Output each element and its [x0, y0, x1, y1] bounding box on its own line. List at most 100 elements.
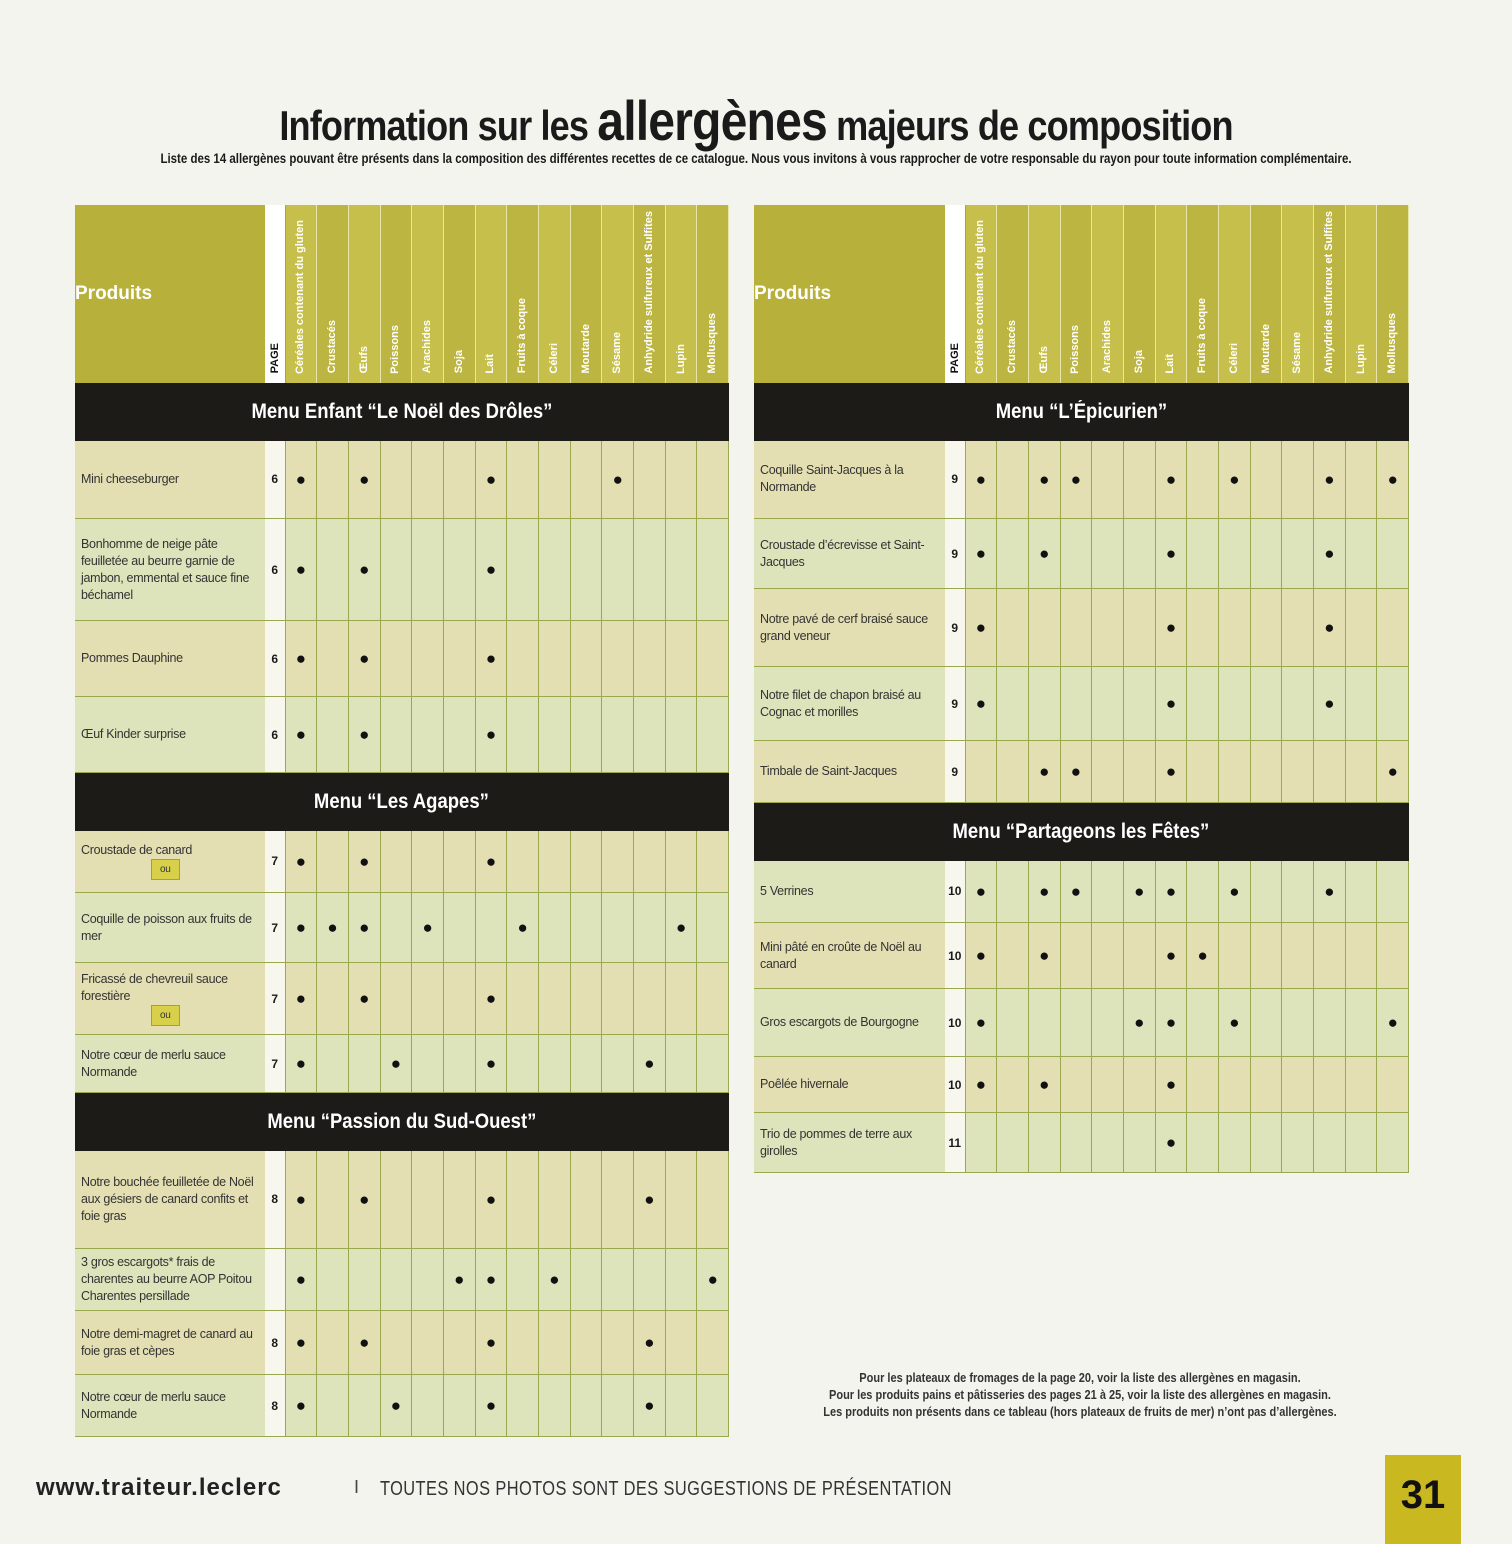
allergen-cell: [570, 518, 603, 622]
allergen-header: Soja: [443, 205, 476, 383]
allergen-dot: ●: [485, 1054, 497, 1074]
allergen-cell: [633, 962, 666, 1036]
product-row: Bonhomme de neige pâte feuilletée au beu…: [75, 518, 730, 622]
product-name: Mini pâté en croûte de Noël au canard: [754, 922, 945, 990]
allergen-dot: ●: [1070, 762, 1082, 782]
allergen-cell: [570, 620, 603, 698]
allergen-header: Anhydride sulfureux et Sulfites: [1313, 205, 1346, 383]
allergen-cell: ●: [1155, 922, 1188, 990]
allergen-header-label: Arachides: [421, 320, 434, 374]
allergen-cell: ●: [348, 962, 381, 1036]
allergen-table-right: Produits PAGE Céréales contenant du gluten…: [754, 205, 1410, 1174]
allergen-header-label: Moutarde: [579, 324, 592, 374]
allergen-cell: [633, 1248, 666, 1312]
product-name-text: Mini cheeseburger: [81, 471, 179, 486]
page-title: Information sur les allergènes majeurs d…: [106, 88, 1406, 153]
allergen-cell: [601, 696, 635, 774]
allergen-header-label: Poissons: [1069, 324, 1082, 374]
product-name: Bonhomme de neige pâte feuilletée au beu…: [75, 518, 265, 622]
product-page: 11: [945, 1112, 966, 1174]
allergen-cell: ●: [475, 1034, 508, 1094]
allergen-dot: ●: [1324, 544, 1335, 564]
allergen-cell: [633, 620, 666, 698]
allergen-cell: [665, 518, 698, 622]
allergen-cell: [1250, 1112, 1283, 1174]
allergen-cell: [1218, 1112, 1251, 1174]
allergen-cell: [570, 440, 603, 520]
header-row: Produits PAGE Céréales contenant du gluten…: [754, 205, 1410, 383]
product-page: [265, 1248, 286, 1312]
allergen-cell: ●: [475, 440, 508, 520]
footnote-line: Pour les produits pains et pâtisseries d…: [829, 1388, 1331, 1402]
product-name: Croustade de canard ou: [75, 830, 265, 894]
allergen-header-label: Arachides: [1101, 320, 1114, 374]
product-name-text: Notre pavé de cerf braisé sauce grand ve…: [760, 611, 928, 643]
allergen-cell: [538, 962, 571, 1036]
allergen-dot: ●: [1070, 469, 1082, 489]
allergen-header: Lait: [475, 205, 508, 383]
allergen-cell: [1123, 518, 1156, 590]
allergen-cell: ●: [1313, 860, 1346, 924]
allergen-cell: ●: [285, 892, 318, 964]
allergen-cell: [538, 620, 571, 698]
product-row: Notre cœur de merlu sauce Normande 7 ● ● ● ●: [75, 1034, 730, 1094]
allergen-header-label: Soja: [452, 350, 465, 374]
allergen-cell: [506, 1150, 539, 1250]
allergen-cell: ●: [348, 1150, 381, 1250]
allergen-cell: [665, 962, 698, 1036]
product-name-text: Coquille de poisson aux fruits de mer: [81, 911, 252, 943]
allergen-dot: ●: [644, 1333, 655, 1353]
allergen-cell: ●: [475, 1310, 508, 1376]
allergen-cell: [1186, 666, 1219, 742]
allergen-cell: ●: [965, 1056, 998, 1114]
allergen-dot: ●: [975, 881, 986, 901]
product-name-text: 5 Verrines: [760, 883, 814, 898]
allergen-dot: ●: [1387, 762, 1398, 782]
allergen-cell: [316, 1310, 349, 1376]
allergen-cell: ●: [1313, 588, 1346, 668]
allergen-dot: ●: [1134, 881, 1145, 901]
allergen-header: Lupin: [1345, 205, 1378, 383]
allergen-cell: [1123, 666, 1156, 742]
allergen-cell: ●: [601, 440, 635, 520]
menu-row: Menu Enfant “Le Noël des Drôles”: [75, 382, 729, 441]
allergen-header: Crustacés: [996, 205, 1029, 383]
product-row: Mini pâté en croûte de Noël au canard 10 ●…: [754, 922, 1410, 990]
website-link[interactable]: www.traiteur.leclerc: [36, 1474, 282, 1501]
allergen-cell: ●: [633, 1310, 666, 1376]
allergen-cell: [316, 696, 349, 774]
allergen-cell: [1091, 1056, 1124, 1114]
allergen-cell: ●: [348, 696, 381, 774]
allergen-cell: [380, 1248, 413, 1312]
title-main: allergènes: [597, 89, 828, 152]
allergen-cell: ●: [348, 1310, 381, 1376]
product-row: Fricassé de chevreuil sauce forestière ou…: [75, 962, 730, 1036]
allergen-cell: [996, 860, 1029, 924]
product-name-text: Croustade de canard: [81, 843, 193, 858]
allergen-cell: [570, 1310, 603, 1376]
allergen-cell: [1250, 666, 1283, 742]
allergen-cell: [506, 518, 539, 622]
allergen-cell: [380, 1310, 413, 1376]
allergen-cell: [1091, 440, 1124, 520]
allergen-cell: [665, 440, 698, 520]
allergen-cell: [506, 1374, 539, 1438]
allergen-cell: [665, 696, 698, 774]
allergen-cell: ●: [380, 1034, 413, 1094]
allergen-cell: [1281, 740, 1315, 804]
allergen-cell: [443, 830, 476, 894]
allergen-cell: [1313, 1112, 1346, 1174]
allergen-dot: ●: [359, 1189, 370, 1209]
allergen-cell: [1250, 988, 1283, 1058]
allergen-header-label: Lupin: [674, 343, 687, 374]
allergen-header-label: Lupin: [1354, 343, 1367, 374]
allergen-cell: [1313, 922, 1346, 990]
allergen-dot: ●: [390, 1396, 402, 1416]
allergen-cell: [696, 892, 730, 964]
allergen-dot: ●: [1039, 881, 1050, 901]
allergen-cell: ●: [285, 440, 318, 520]
allergen-dot: ●: [675, 918, 687, 938]
allergen-cell: [1376, 588, 1410, 668]
product-page: 6: [265, 696, 286, 774]
allergen-cell: ●: [1313, 666, 1346, 742]
